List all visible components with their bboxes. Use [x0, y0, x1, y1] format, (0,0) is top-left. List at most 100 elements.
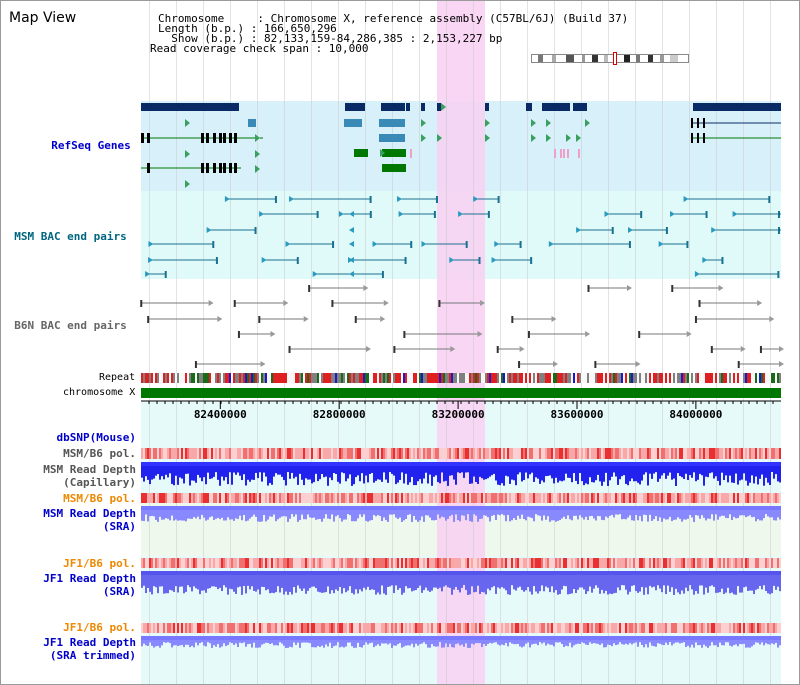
- polymorphism-bin: [651, 448, 653, 459]
- dbsnp-label[interactable]: dbSNP(Mouse): [56, 431, 136, 444]
- polymorphism-bin: [633, 558, 635, 568]
- read-depth-bin: [303, 571, 305, 589]
- repeat-element: [511, 373, 513, 383]
- read-depth-bin: [295, 571, 297, 593]
- read-depth-bin: [185, 506, 187, 522]
- read-depth-bin: [267, 571, 269, 590]
- repeat-element: [465, 373, 467, 383]
- polymorphism-bin: [521, 623, 523, 633]
- msm-depth-capillary-label[interactable]: MSM Read Depth: [43, 463, 136, 476]
- read-depth-bin: [719, 506, 721, 517]
- chromosome-ideogram[interactable]: [531, 54, 689, 63]
- read-depth-bin: [763, 636, 765, 646]
- polymorphism-bin: [333, 448, 335, 459]
- polymorphism-bin: [457, 493, 459, 503]
- polymorphism-bin: [769, 558, 771, 568]
- repeat-element: [159, 373, 161, 383]
- read-depth-bin: [401, 636, 403, 648]
- exon: [201, 133, 204, 143]
- polymorphism-bin: [311, 493, 313, 503]
- polymorphism-bin: [321, 448, 323, 459]
- polymorphism-bin: [681, 448, 683, 459]
- polymorphism-bin: [767, 558, 769, 568]
- msm-depth-sra-label[interactable]: MSM Read Depth: [43, 507, 136, 520]
- repeat-element: [745, 373, 747, 383]
- jf1-depth-sra-label[interactable]: JF1 Read Depth: [43, 572, 136, 585]
- read-depth-bin: [161, 506, 163, 520]
- polymorphism-bin: [391, 493, 393, 503]
- polymorphism-bin: [687, 493, 689, 503]
- read-depth-bin: [433, 571, 435, 588]
- polymorphism-bin: [309, 448, 311, 459]
- polymorphism-bin: [315, 493, 317, 503]
- polymorphism-bin: [643, 623, 645, 633]
- msm-b6-pol-sra-label[interactable]: MSM/B6 pol.: [63, 492, 136, 505]
- repeat-element: [509, 373, 511, 383]
- polymorphism-bin: [639, 448, 641, 459]
- msm-bac-label[interactable]: MSM BAC end pairs: [14, 230, 127, 243]
- repeat-element: [569, 373, 571, 383]
- polymorphism-bin: [197, 493, 199, 503]
- polymorphism-bin: [239, 558, 241, 568]
- jf1-b6-pol-2-label[interactable]: JF1/B6 pol.: [63, 621, 136, 634]
- b6n-bac-label[interactable]: B6N BAC end pairs: [14, 319, 127, 332]
- jf1-b6-pol-label[interactable]: JF1/B6 pol.: [63, 557, 136, 570]
- ideogram-position-marker[interactable]: [613, 52, 617, 65]
- read-depth-bin: [499, 636, 501, 646]
- read-depth-bin: [299, 636, 301, 648]
- read-depth-bin: [151, 506, 153, 516]
- polymorphism-bin: [455, 493, 457, 503]
- polymorphism-bin: [477, 448, 479, 459]
- polymorphism-bin: [485, 448, 487, 459]
- repeat-element: [193, 373, 195, 383]
- read-depth-bin: [617, 506, 619, 515]
- polymorphism-bin: [763, 558, 765, 568]
- polymorphism-bin: [217, 623, 219, 633]
- read-depth-bin: [753, 506, 755, 517]
- jf1-depth-trimmed-label[interactable]: JF1 Read Depth: [43, 636, 136, 649]
- selected-region-highlight[interactable]: [437, 1, 485, 684]
- read-depth-bin: [195, 571, 197, 589]
- repeat-element: [433, 373, 435, 383]
- polymorphism-bin: [227, 493, 229, 503]
- read-depth-bin: [327, 571, 329, 587]
- read-depth-bin: [317, 636, 319, 646]
- read-depth-bin: [639, 506, 641, 517]
- read-depth-bin: [647, 636, 649, 648]
- polymorphism-bin: [161, 493, 163, 503]
- read-depth-bin: [171, 506, 173, 516]
- polymorphism-bin: [641, 623, 643, 633]
- msm-b6-pol-capillary-label[interactable]: MSM/B6 pol.: [63, 447, 136, 460]
- polymorphism-bin: [499, 558, 501, 568]
- polymorphism-bin: [275, 558, 277, 568]
- polymorphism-bin: [689, 448, 691, 459]
- read-depth-bin: [409, 462, 411, 483]
- read-depth-bin: [305, 571, 307, 594]
- read-depth-bin: [465, 462, 467, 473]
- polymorphism-bin: [611, 493, 613, 503]
- repeat-element: [199, 373, 201, 383]
- read-depth-bin: [715, 506, 717, 515]
- read-depth-bin: [665, 571, 667, 595]
- read-depth-bin: [755, 506, 757, 522]
- read-depth-bin: [743, 462, 745, 474]
- repeat-element: [171, 373, 173, 383]
- polymorphism-bin: [323, 493, 325, 503]
- read-depth-bin: [509, 571, 511, 595]
- repeat-element: [749, 373, 751, 383]
- read-depth-bin: [515, 636, 517, 645]
- read-depth-bin: [215, 506, 217, 519]
- read-depth-bin: [535, 506, 537, 515]
- polymorphism-bin: [281, 448, 283, 459]
- read-depth-bin: [631, 462, 633, 479]
- polymorphism-bin: [309, 493, 311, 503]
- read-depth-bin: [635, 571, 637, 591]
- polymorphism-bin: [415, 493, 417, 503]
- read-depth-bin: [345, 506, 347, 520]
- read-depth-bin: [649, 571, 651, 586]
- refseq-genes-label[interactable]: RefSeq Genes: [51, 139, 131, 152]
- read-depth-bin: [675, 462, 677, 486]
- polymorphism-bin: [757, 558, 759, 568]
- repeat-element: [521, 373, 523, 383]
